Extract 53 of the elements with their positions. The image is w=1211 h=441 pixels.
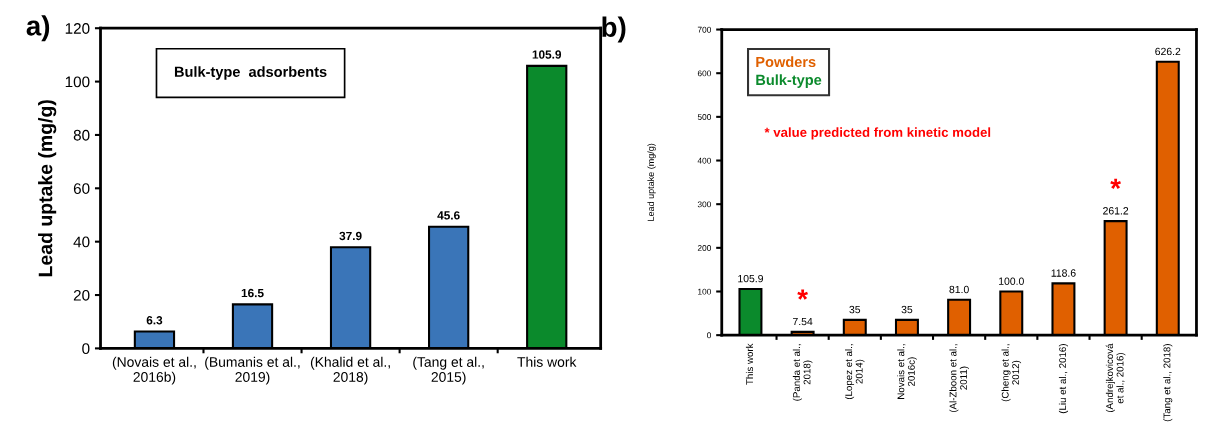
y-tick-label: 500 (697, 114, 712, 120)
x-tick-label: (Tang et al., 2018) (1163, 344, 1173, 422)
data-label: 7.54 (793, 317, 813, 326)
annotation: * (797, 289, 808, 300)
x-tick-label: (Cheng et al., 2012) (1001, 344, 1022, 402)
data-label: 105.9 (532, 50, 562, 59)
y-tick-label: 200 (697, 245, 712, 251)
x-tick-label: This work (745, 343, 754, 385)
data-label: 118.6 (1051, 269, 1076, 277)
x-tick-label: (Panda et al., 2018) (792, 344, 813, 401)
data-label: 35 (849, 305, 861, 314)
data-label: 16.5 (241, 288, 264, 298)
y-tick-label: 20 (73, 289, 90, 301)
x-tick-label: (Bumanis et al., 2019) (205, 356, 300, 385)
y-axis-title: Lead uptake (mg/g) (38, 100, 57, 277)
text: Powders (756, 56, 816, 68)
y-tick-label: 100 (698, 288, 712, 295)
y-tick-label: 100 (65, 76, 90, 88)
x-tick-label: (Andrejkovicová et al., 2016) (1105, 343, 1126, 413)
y-tick-label: 400 (697, 157, 712, 164)
y-tick-label: 80 (73, 129, 90, 141)
text: Bulk-type (756, 74, 822, 88)
y-tick-label: 600 (697, 70, 712, 77)
data-label: 35 (901, 305, 913, 314)
x-tick-label: (Lopez et al., 2014) (845, 344, 865, 400)
y-tick-label: 700 (697, 26, 712, 33)
data-label: 81.0 (949, 285, 969, 294)
annotation: * value predicted from kinetic model (764, 127, 991, 140)
y-tick-label: 60 (73, 183, 90, 194)
data-label: 105.9 (738, 274, 763, 283)
data-label: 37.9 (339, 231, 362, 241)
y-tick-label: 120 (65, 23, 90, 34)
y-tick-label: 300 (697, 201, 712, 208)
annotation: Bulk-type adsorbents (174, 66, 327, 80)
data-label: 45.6 (437, 211, 460, 220)
data-label: 6.3 (146, 316, 163, 325)
y-tick-label: 40 (73, 236, 90, 248)
x-tick-label: (Liu et al., 2016) (1058, 344, 1068, 414)
x-tick-label: (Al-Zboon et al., 2011) (949, 344, 969, 413)
data-label: 626.2 (1155, 47, 1181, 56)
annotation: * (1110, 178, 1121, 189)
x-tick-label: (Khalid et al., 2018) (310, 356, 390, 385)
x-tick-label: Novais et al., 2016c) (897, 344, 917, 399)
x-tick-label: (Tang et al., 2015) (413, 356, 484, 385)
y-tick-label: 0 (82, 343, 90, 355)
y-axis-title: Lead uptake (mg/g) (647, 143, 656, 221)
x-tick-label: (Novais et al., 2016b) (112, 356, 196, 385)
data-label: 261.2 (1103, 207, 1129, 215)
x-tick-label: This work (517, 356, 577, 367)
chart-title: a) (26, 15, 50, 42)
chart-title: b) (602, 16, 626, 43)
data-label: 100.0 (999, 277, 1024, 285)
y-tick-label: 0 (707, 332, 712, 339)
